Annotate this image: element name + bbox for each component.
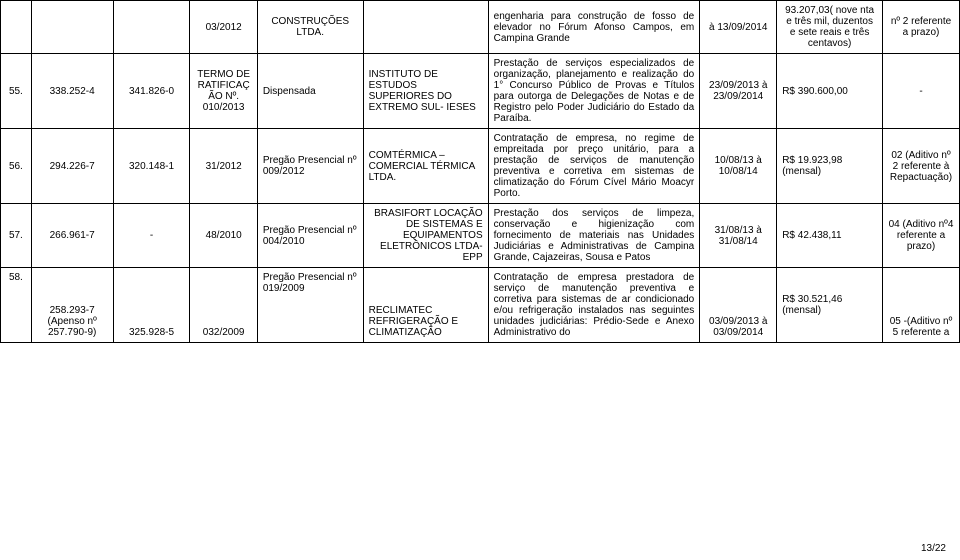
cell-val: R$ 19.923,98 (mensal) [777, 129, 883, 204]
cell-val: R$ 30.521,46 (mensal) [777, 268, 883, 343]
cell-val: 93.207,03( nove nta e três mil, duzentos… [777, 1, 883, 54]
cell-vig: 23/09/2013 à 23/09/2014 [700, 54, 777, 129]
contracts-table: 03/2012 CONSTRUÇÕES LTDA. engenharia par… [0, 0, 960, 343]
cell-proc2: 320.148-1 [113, 129, 190, 204]
table-body: 03/2012 CONSTRUÇÕES LTDA. engenharia par… [1, 1, 960, 343]
cell-vig: 03/09/2013 à 03/09/2014 [700, 268, 777, 343]
cell-adt: nº 2 referente a prazo) [883, 1, 960, 54]
cell-ano: TERMO DE RATIFICAÇÃO Nº. 010/2013 [190, 54, 257, 129]
cell-ano: 31/2012 [190, 129, 257, 204]
cell-adt: 02 (Aditivo nº 2 referente à Repactuação… [883, 129, 960, 204]
table-row: 58. 258.293-7 (Apenso nº 257.790-9) 325.… [1, 268, 960, 343]
cell-proc2: 325.928-5 [113, 268, 190, 343]
cell-obj: engenharia para construção de fosso de e… [488, 1, 700, 54]
table-row: 56. 294.226-7 320.148-1 31/2012 Pregão P… [1, 129, 960, 204]
cell-ano: 03/2012 [190, 1, 257, 54]
cell-lic: Dispensada [257, 54, 363, 129]
cell-lic: CONSTRUÇÕES LTDA. [257, 1, 363, 54]
cell-adt: - [883, 54, 960, 129]
cell-emp [363, 1, 488, 54]
cell-num: 56. [1, 129, 32, 204]
cell-proc: 258.293-7 (Apenso nº 257.790-9) [31, 268, 113, 343]
cell-proc [31, 1, 113, 54]
cell-proc: 266.961-7 [31, 204, 113, 268]
cell-emp: COMTÉRMICA – COMERCIAL TÉRMICA LTDA. [363, 129, 488, 204]
cell-emp: INSTITUTO DE ESTUDOS SUPERIORES DO EXTRE… [363, 54, 488, 129]
cell-val: R$ 390.600,00 [777, 54, 883, 129]
cell-proc2 [113, 1, 190, 54]
cell-num [1, 1, 32, 54]
cell-adt: 04 (Aditivo nº4 referente a prazo) [883, 204, 960, 268]
cell-num: 57. [1, 204, 32, 268]
page-number: 13/22 [921, 543, 946, 554]
cell-proc: 338.252-4 [31, 54, 113, 129]
cell-val: R$ 42.438,11 [777, 204, 883, 268]
cell-obj: Contratação de empresa, no regime de emp… [488, 129, 700, 204]
cell-adt: 05 -(Aditivo nº 5 referente a [883, 268, 960, 343]
cell-vig: à 13/09/2014 [700, 1, 777, 54]
cell-proc: 294.226-7 [31, 129, 113, 204]
table-row: 55. 338.252-4 341.826-0 TERMO DE RATIFIC… [1, 54, 960, 129]
cell-num: 55. [1, 54, 32, 129]
table-row: 03/2012 CONSTRUÇÕES LTDA. engenharia par… [1, 1, 960, 54]
cell-obj: Prestação de serviços especializados de … [488, 54, 700, 129]
cell-proc2: - [113, 204, 190, 268]
cell-vig: 31/08/13 à 31/08/14 [700, 204, 777, 268]
cell-lic: Pregão Presencial nº 019/2009 [257, 268, 363, 343]
cell-lic: Pregão Presencial nº 004/2010 [257, 204, 363, 268]
cell-emp: RECLIMATEC REFRIGERAÇÃO E CLIMATIZAÇÃO [363, 268, 488, 343]
cell-lic: Pregão Presencial nº 009/2012 [257, 129, 363, 204]
table-row: 57. 266.961-7 - 48/2010 Pregão Presencia… [1, 204, 960, 268]
cell-obj: Contratação de empresa prestadora de ser… [488, 268, 700, 343]
cell-proc2: 341.826-0 [113, 54, 190, 129]
cell-emp: BRASIFORT LOCAÇÃO DE SISTEMAS E EQUIPAME… [363, 204, 488, 268]
cell-obj: Prestação dos serviços de limpeza, conse… [488, 204, 700, 268]
cell-num: 58. [1, 268, 32, 343]
cell-ano: 032/2009 [190, 268, 257, 343]
cell-vig: 10/08/13 à 10/08/14 [700, 129, 777, 204]
cell-ano: 48/2010 [190, 204, 257, 268]
